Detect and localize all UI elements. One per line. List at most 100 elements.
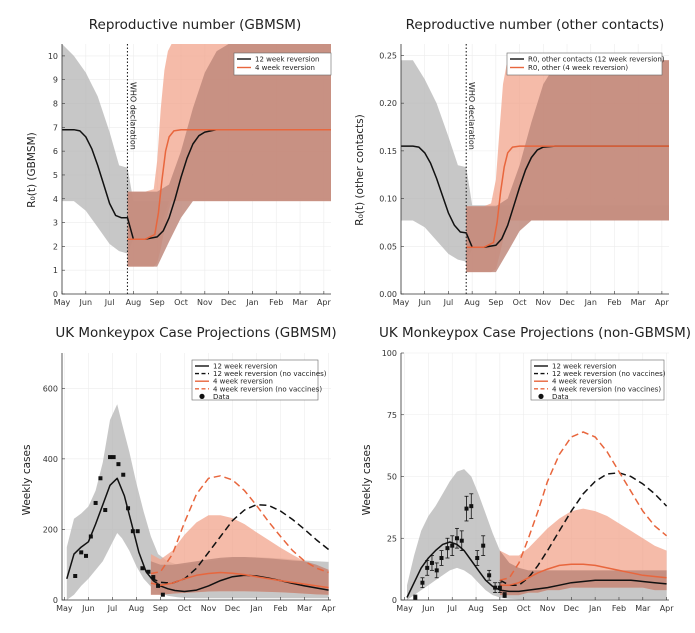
y-tick-label: 10 — [48, 52, 58, 61]
legend-entry-label: 12 week reversion (no vaccines) — [552, 370, 666, 378]
uncertainty-band-grey — [66, 404, 329, 600]
x-tick-label: Nov — [535, 298, 551, 307]
x-tick-label: Jan — [245, 298, 258, 307]
x-tick-label: Aug — [464, 298, 480, 307]
series-line-3 — [150, 475, 329, 575]
y-tick-label: 8 — [53, 100, 58, 109]
x-tick-label: Jan — [588, 604, 601, 613]
x-tick-label: Feb — [612, 604, 626, 613]
x-tick-label: Dec — [564, 604, 579, 613]
y-tick-label: 9 — [53, 76, 58, 85]
who-declaration-label: WHO declaration — [467, 82, 476, 150]
y-axis-label-gbmsm-r: R₀(t) (GBMSM) — [26, 132, 38, 207]
legend-box — [233, 52, 332, 76]
data-point — [108, 455, 113, 460]
y-tick-label: 0 — [392, 596, 397, 605]
data-point — [121, 472, 126, 477]
y-tick-label: 200 — [43, 525, 58, 534]
legend-entry-label: 4 week reversion — [213, 378, 273, 386]
y-tick-label: 7 — [53, 123, 58, 132]
data-point — [469, 504, 474, 509]
data-point — [116, 462, 121, 467]
x-tick-label: Aug — [129, 604, 145, 613]
x-tick-label: Apr — [655, 298, 670, 307]
legend: R0, other contacts (12 week reversion)R0… — [506, 52, 665, 76]
y-tick-label: 0.20 — [379, 99, 397, 108]
y-tick-label: 600 — [43, 384, 58, 393]
plot-area — [66, 404, 330, 600]
x-tick-label: Oct — [174, 298, 188, 307]
x-tick-label: Dec — [559, 298, 574, 307]
legend-swatch-marker — [199, 393, 205, 399]
legend-entry-label: R0, other contacts (12 week reversion) — [528, 56, 665, 64]
x-tick-label: May — [396, 604, 413, 613]
data-point — [502, 593, 507, 598]
x-tick-label: Mar — [635, 604, 651, 613]
x-tick-label: Nov — [201, 604, 217, 613]
legend-entry-label: 4 week reversion — [552, 378, 612, 386]
data-point — [459, 538, 464, 543]
legend-box — [506, 52, 663, 76]
data-point — [487, 573, 492, 578]
x-tick-label: May — [54, 298, 71, 307]
legend-entry-label: 12 week reversion — [552, 363, 616, 371]
x-tick-label: Dec — [221, 298, 236, 307]
y-tick-label: 1 — [53, 266, 58, 275]
x-tick-label: Jan — [249, 604, 262, 613]
x-tick-label: Aug — [468, 604, 484, 613]
legend-box — [530, 359, 665, 401]
data-point — [130, 529, 135, 534]
y-tick-label: 6 — [53, 147, 58, 156]
data-point — [126, 506, 131, 511]
x-tick-label: Nov — [197, 298, 213, 307]
legend-entry-label: Data — [552, 393, 569, 401]
y-tick-label: 0 — [53, 596, 58, 605]
data-point — [140, 566, 145, 571]
x-tick-label: Oct — [178, 604, 192, 613]
legend-entry-label: Data — [213, 393, 230, 401]
uncertainty-band-overlap — [466, 60, 669, 273]
data-point — [160, 592, 165, 597]
data-point — [73, 574, 78, 579]
data-point — [434, 568, 439, 573]
who-declaration-label: WHO declaration — [128, 82, 137, 150]
x-tick-label: Jul — [446, 604, 457, 613]
data-point — [450, 543, 455, 548]
x-tick-label: Aug — [126, 298, 142, 307]
series-line-3 — [499, 431, 668, 581]
y-axis-label-nongbmsm-cases: Weekly cases — [361, 445, 373, 516]
data-point — [464, 506, 469, 511]
data-point — [493, 585, 498, 590]
series-line-2 — [150, 571, 329, 589]
series-line-0 — [406, 541, 667, 598]
data-point — [151, 575, 156, 580]
x-tick-label: Apr — [322, 604, 337, 613]
data-point — [98, 476, 103, 481]
series-line-1 — [499, 472, 668, 586]
x-tick-label: Mar — [297, 604, 313, 613]
y-tick-label: 0.10 — [379, 195, 397, 204]
legend-entry-label: 4 week reversion — [255, 64, 315, 72]
plot-1: WHO declaration May Jun Jul Aug Sep Oct Nov Dec J… — [379, 44, 670, 307]
x-tick-label: Jul — [443, 298, 454, 307]
x-tick-label: Sep — [492, 604, 507, 613]
data-point — [156, 583, 161, 588]
plot-0: WHO declaration May Jun Jul Aug Sep Oct Nov Dec J… — [48, 44, 332, 307]
y-tick-label: 100 — [382, 349, 397, 358]
panel-gbmsm-cases: UK Monkeypox Case Projections (GBMSM) We… — [21, 325, 337, 515]
y-tick-label: 50 — [387, 473, 397, 482]
x-tick-label: Sep — [153, 604, 168, 613]
y-tick-label: 0.25 — [379, 51, 397, 60]
x-tick-label: Apr — [660, 604, 675, 613]
data-point — [429, 560, 434, 565]
x-tick-label: Sep — [150, 298, 165, 307]
data-point — [88, 534, 93, 539]
panel-other-r: Reproductive number (other contacts) R₀(… — [354, 17, 664, 226]
x-tick-label: Apr — [317, 298, 332, 307]
x-tick-label: May — [393, 298, 410, 307]
x-tick-label: Dec — [225, 604, 240, 613]
data-point — [84, 553, 89, 558]
